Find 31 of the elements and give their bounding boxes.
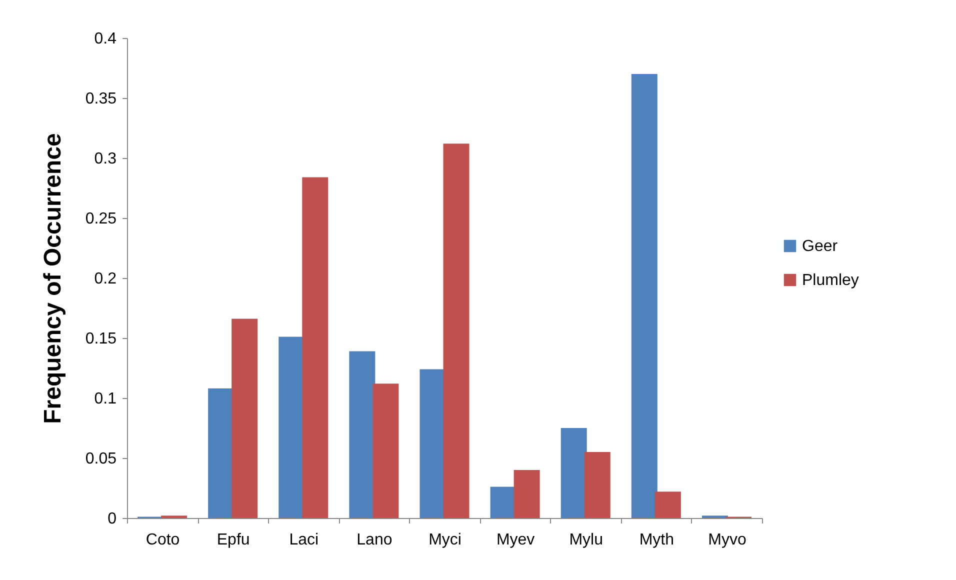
bar — [631, 74, 658, 518]
bar — [302, 177, 328, 518]
y-tick-label: 0.05 — [85, 450, 117, 468]
y-tick-label: 0.35 — [85, 90, 117, 108]
bar — [560, 428, 587, 518]
x-tick-label: Myth — [639, 532, 674, 548]
y-tick-label: 0.1 — [94, 390, 117, 408]
y-tick-label: 0.3 — [94, 150, 117, 168]
x-tick-label: Epfu — [216, 532, 250, 548]
legend-label: Geer — [802, 238, 838, 255]
x-tick-label: Mylu — [569, 532, 603, 548]
y-axis-title: Frequency of Occurrence — [39, 133, 66, 424]
x-tick-label: Myev — [496, 532, 535, 548]
y-tick-label: 0.4 — [94, 30, 117, 48]
y-tick-label: 0 — [108, 510, 117, 528]
bar — [443, 144, 470, 518]
x-tick-label: Laci — [289, 532, 319, 548]
legend-label: Plumley — [802, 272, 859, 289]
x-tick-label: Coto — [146, 532, 180, 548]
bar — [654, 492, 681, 518]
y-tick-label: 0.2 — [94, 270, 117, 288]
bar — [372, 384, 399, 518]
y-tick-label: 0.25 — [85, 210, 117, 228]
bar — [232, 318, 258, 518]
bar — [584, 452, 610, 518]
bar — [349, 351, 376, 518]
y-tick-label: 0.15 — [85, 330, 117, 348]
x-tick-label: Lano — [356, 532, 392, 548]
x-tick-label: Myci — [428, 532, 462, 548]
bar — [514, 470, 540, 518]
x-tick-label: Myvo — [708, 532, 746, 548]
